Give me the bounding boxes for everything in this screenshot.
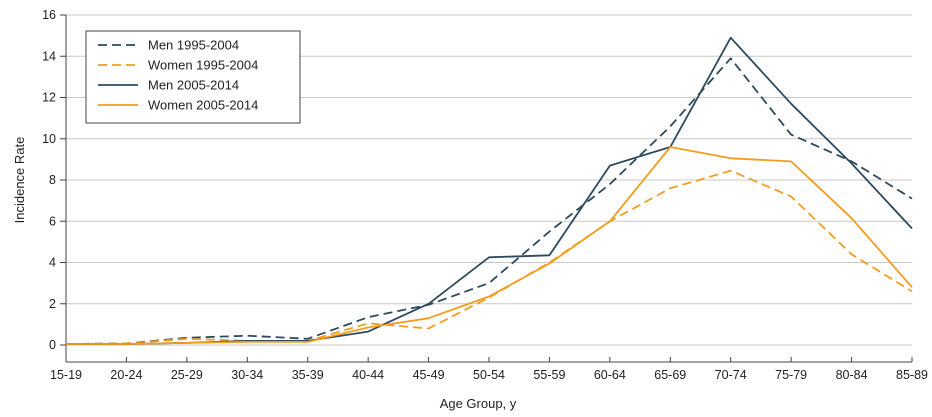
x-tick-label: 45-49 <box>413 368 445 382</box>
x-tick-label: 60-64 <box>594 368 626 382</box>
y-axis-ticks: 0 2 4 6 8 10 12 14 16 <box>42 8 67 359</box>
x-tick-label: 20-24 <box>110 368 142 382</box>
y-tick-label: 12 <box>42 91 56 105</box>
legend: Men 1995-2004 Women 1995-2004 Men 2005-201… <box>85 30 301 124</box>
x-tick-label: 70-74 <box>715 368 747 382</box>
x-axis-title: Age Group, y <box>440 396 517 411</box>
x-tick-label: 75-79 <box>775 368 807 382</box>
x-tick-label: 85-89 <box>896 368 928 382</box>
x-tick-label: 35-39 <box>292 368 324 382</box>
x-tick-label: 40-44 <box>352 368 384 382</box>
y-tick-label: 4 <box>49 256 56 270</box>
series-lines <box>65 36 913 345</box>
y-tick-label: 14 <box>42 49 56 63</box>
x-tick-label: 25-29 <box>171 368 203 382</box>
series-line-0 <box>65 57 913 345</box>
y-tick-label: 6 <box>49 214 56 228</box>
y-tick-label: 2 <box>49 297 56 311</box>
legend-label: Men 2005-2014 <box>148 78 239 93</box>
legend-label: Women 2005-2014 <box>148 98 258 113</box>
y-axis-title: Incidence Rate <box>12 137 27 224</box>
x-tick-label: 80-84 <box>836 368 868 382</box>
x-tick-label: 15-19 <box>50 368 82 382</box>
series-line-3 <box>66 146 913 345</box>
y-tick-label: 16 <box>42 8 56 22</box>
y-tick-label: 8 <box>49 173 56 187</box>
y-tick-label: 0 <box>49 338 56 352</box>
x-tick-label: 30-34 <box>231 368 263 382</box>
legend-box <box>85 30 301 124</box>
x-tick-label: 65-69 <box>654 368 686 382</box>
y-tick-label: 10 <box>42 132 56 146</box>
legend-label: Men 1995-2004 <box>148 38 239 53</box>
legend-label: Women 1995-2004 <box>148 58 258 73</box>
series-line-1 <box>65 169 913 345</box>
x-tick-label: 55-59 <box>533 368 565 382</box>
x-axis: 15-19 20-24 25-29 30-34 35-39 40-44 45-49 50-54… <box>50 357 928 382</box>
x-tick-label: 50-54 <box>473 368 505 382</box>
